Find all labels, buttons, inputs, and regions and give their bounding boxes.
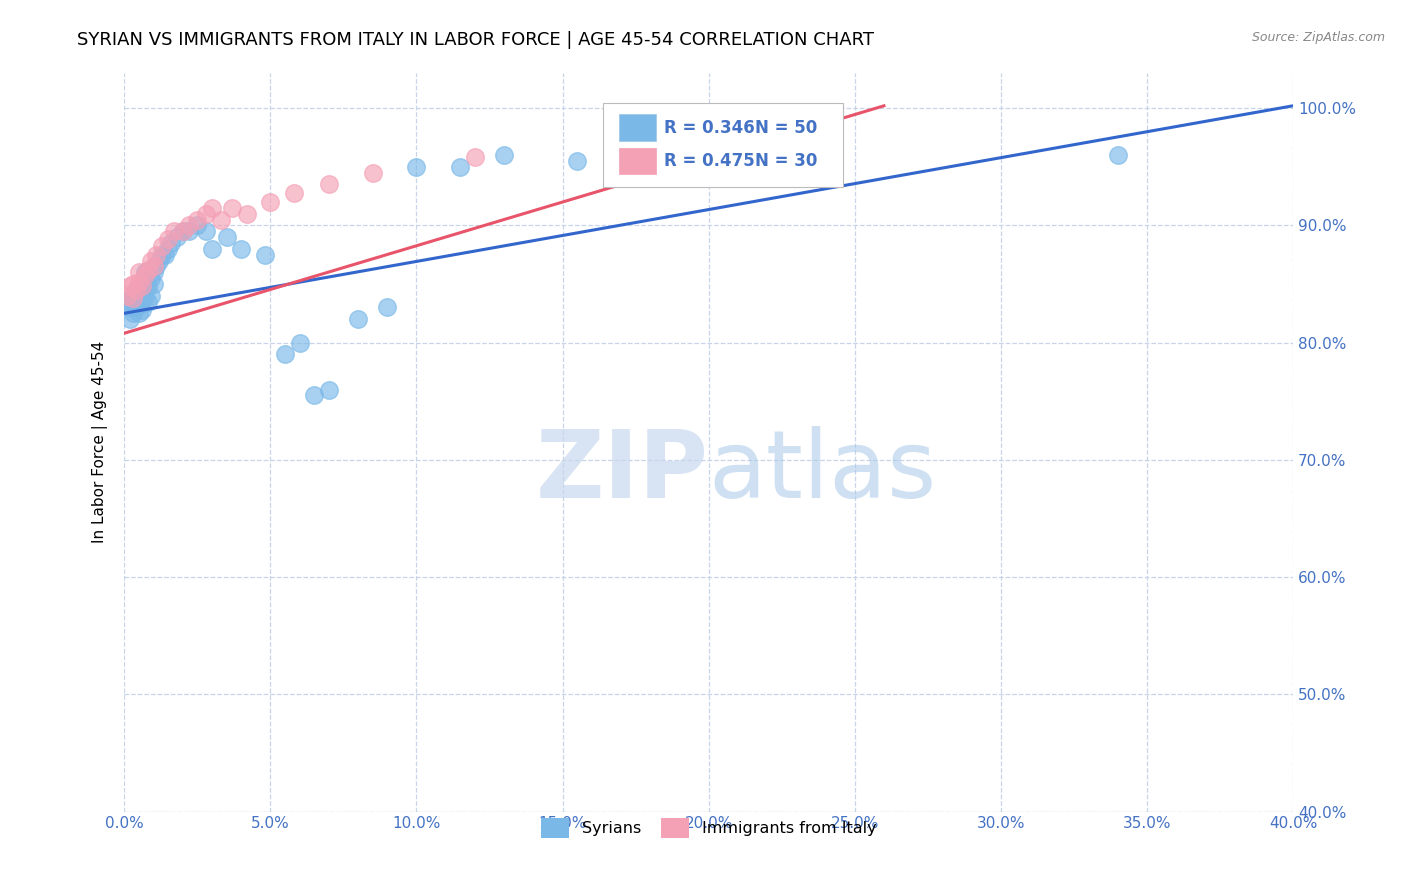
Point (115, 294, 138, 309)
Point (288, 335, 311, 350)
Point (139, 289, 162, 303)
Point (128, 265, 150, 279)
Point (347, 312, 370, 326)
Point (134, 277, 156, 291)
Point (302, 388, 325, 402)
Point (177, 219, 200, 233)
Point (122, 306, 145, 320)
Point (142, 265, 165, 279)
Point (215, 230, 238, 244)
Point (361, 166, 384, 180)
Point (166, 230, 188, 244)
Point (148, 253, 170, 268)
Point (139, 271, 162, 285)
Point (186, 219, 208, 233)
Point (128, 275, 150, 289)
Point (136, 263, 159, 277)
FancyBboxPatch shape (603, 103, 844, 187)
Text: N = 50: N = 50 (755, 119, 818, 136)
Point (785, 153, 807, 168)
Point (128, 306, 150, 320)
Point (209, 212, 232, 227)
Text: Source: ZipAtlas.com: Source: ZipAtlas.com (1251, 31, 1385, 45)
Point (494, 148, 516, 162)
Point (172, 224, 194, 238)
Point (375, 301, 398, 315)
Point (128, 298, 150, 312)
Point (125, 283, 148, 297)
Point (155, 248, 177, 262)
Text: ZIP: ZIP (536, 425, 709, 517)
Point (142, 277, 165, 291)
Point (195, 207, 218, 221)
Point (150, 248, 173, 262)
Point (145, 260, 167, 274)
Point (157, 232, 180, 246)
Point (449, 160, 471, 174)
Point (134, 265, 156, 279)
Point (236, 207, 259, 221)
Point (405, 160, 427, 174)
Point (567, 153, 589, 168)
Point (120, 279, 142, 293)
Point (172, 224, 194, 238)
Point (122, 289, 145, 303)
Point (120, 301, 142, 315)
Text: SYRIAN VS IMMIGRANTS FROM ITALY IN LABOR FORCE | AGE 45-54 CORRELATION CHART: SYRIAN VS IMMIGRANTS FROM ITALY IN LABOR… (77, 31, 875, 49)
Point (177, 224, 200, 238)
Point (160, 235, 183, 250)
Point (201, 201, 224, 215)
Point (125, 291, 148, 305)
Point (318, 178, 340, 192)
Point (318, 383, 340, 397)
Text: atlas: atlas (709, 425, 936, 517)
Point (125, 283, 148, 297)
Point (221, 201, 243, 215)
Point (253, 248, 276, 262)
Point (464, 150, 486, 164)
Point (231, 242, 253, 256)
Text: R = 0.346: R = 0.346 (664, 119, 755, 136)
Point (122, 291, 145, 305)
Point (283, 186, 305, 200)
Point (201, 242, 224, 256)
Text: N = 30: N = 30 (755, 152, 818, 169)
Point (139, 253, 162, 268)
FancyBboxPatch shape (619, 147, 657, 174)
Point (122, 294, 145, 309)
Point (145, 248, 167, 262)
Point (131, 279, 153, 293)
Point (136, 294, 159, 309)
Point (186, 212, 208, 227)
Point (128, 283, 150, 297)
Point (150, 239, 173, 253)
Y-axis label: In Labor Force | Age 45-54: In Labor Force | Age 45-54 (93, 341, 108, 543)
Point (136, 279, 159, 293)
Point (142, 260, 165, 274)
Point (120, 312, 142, 326)
Text: R = 0.475: R = 0.475 (664, 152, 755, 169)
FancyBboxPatch shape (619, 114, 657, 141)
Point (134, 289, 156, 303)
Point (259, 194, 281, 209)
Point (274, 347, 297, 361)
Legend: Syrians, Immigrants from Italy: Syrians, Immigrants from Italy (534, 812, 883, 844)
Point (668, 136, 690, 151)
Point (163, 224, 186, 238)
Point (131, 291, 153, 305)
Point (195, 224, 218, 238)
Point (125, 301, 148, 315)
Point (131, 302, 153, 317)
Point (1107, 148, 1129, 162)
Point (157, 242, 180, 256)
Point (134, 268, 156, 282)
Point (122, 277, 145, 291)
Point (115, 289, 138, 303)
